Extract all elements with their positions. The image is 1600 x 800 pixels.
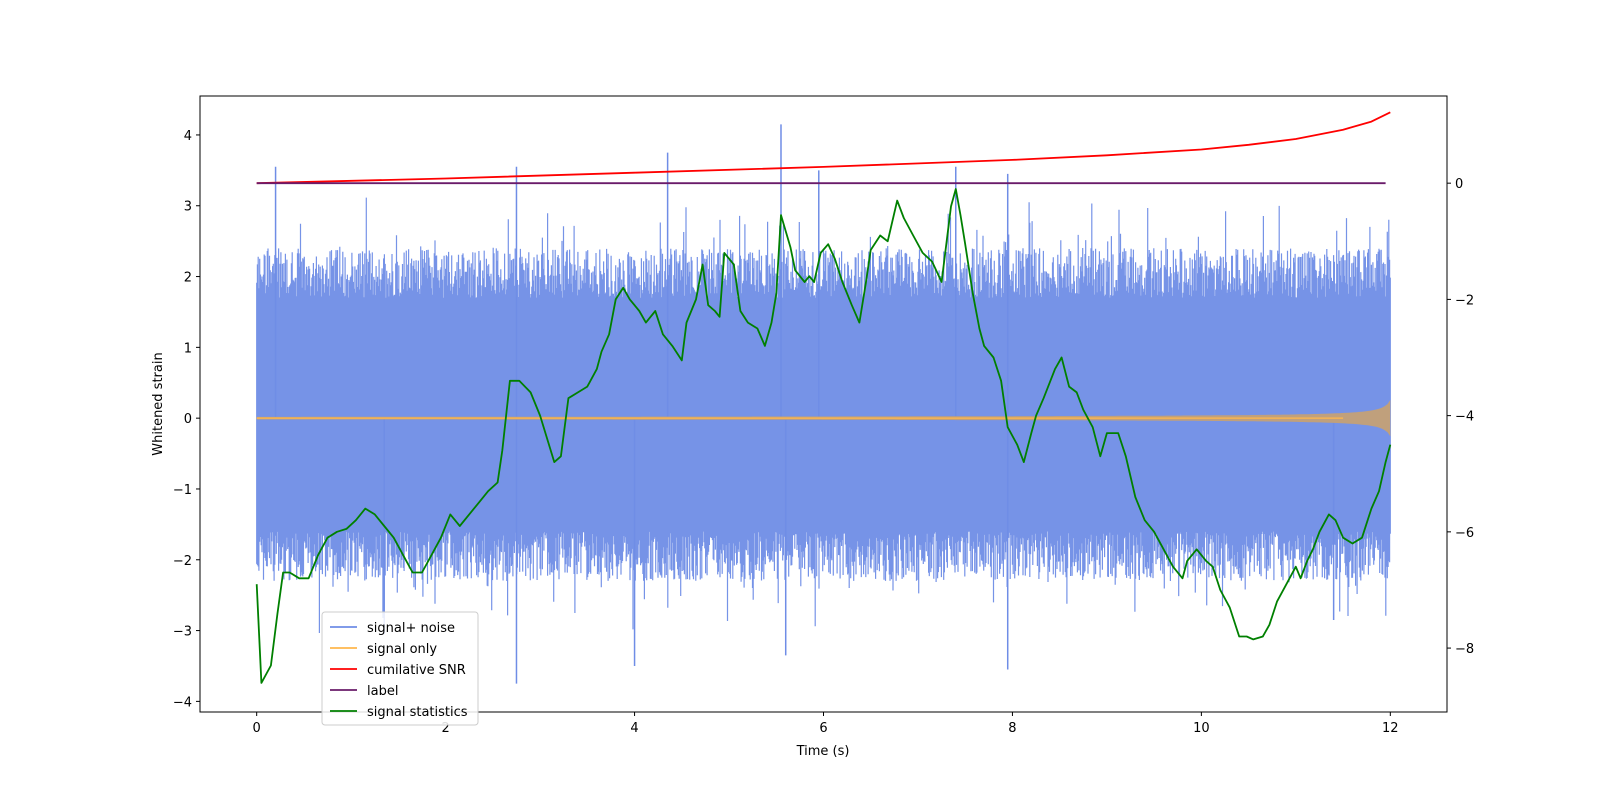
y2-tick-label: −4 xyxy=(1455,410,1474,425)
y2-tick-label: −2 xyxy=(1455,293,1474,308)
y-tick-label: 4 xyxy=(184,129,192,144)
x-tick-label: 4 xyxy=(630,721,638,736)
y-tick-label: −1 xyxy=(173,483,192,498)
y-axis-label: Whitened strain xyxy=(151,352,166,455)
y2-tick-label: 0 xyxy=(1455,177,1463,192)
legend-box xyxy=(321,611,479,726)
y-tick-label: −2 xyxy=(173,554,192,569)
y-tick-label: −4 xyxy=(173,695,192,710)
legend-label-signal-statistics: signal statistics xyxy=(367,705,468,720)
series-signal-only xyxy=(256,400,1391,437)
y2-tick-label: −6 xyxy=(1455,526,1474,541)
series-cumilative-snr xyxy=(256,111,1391,185)
series-signal-statistics xyxy=(255,188,1392,684)
x-tick-label: 2 xyxy=(441,721,449,736)
legend-label-label: label xyxy=(367,684,398,699)
y-tick-label: 1 xyxy=(184,341,192,356)
legend: signal+ noise signal only cumilative SNR la… xyxy=(321,611,479,726)
x-tick-label: 8 xyxy=(1008,721,1016,736)
y2-tick-label: −8 xyxy=(1455,642,1474,657)
legend-label-signal-only: signal only xyxy=(367,642,437,657)
y-tick-label: 3 xyxy=(184,200,192,215)
x-axis-label: Time (s) xyxy=(796,744,850,759)
x-tick-label: 10 xyxy=(1193,721,1210,736)
x-tick-label: 0 xyxy=(253,721,261,736)
x-tick-label: 12 xyxy=(1382,721,1399,736)
y-tick-label: 2 xyxy=(184,271,192,286)
y-tick-label: −3 xyxy=(173,625,192,640)
legend-label-cumilative-snr: cumilative SNR xyxy=(367,663,466,678)
y-tick-label: 0 xyxy=(184,412,192,427)
x-tick-label: 6 xyxy=(819,721,827,736)
legend-label-signal-noise: signal+ noise xyxy=(367,621,455,636)
